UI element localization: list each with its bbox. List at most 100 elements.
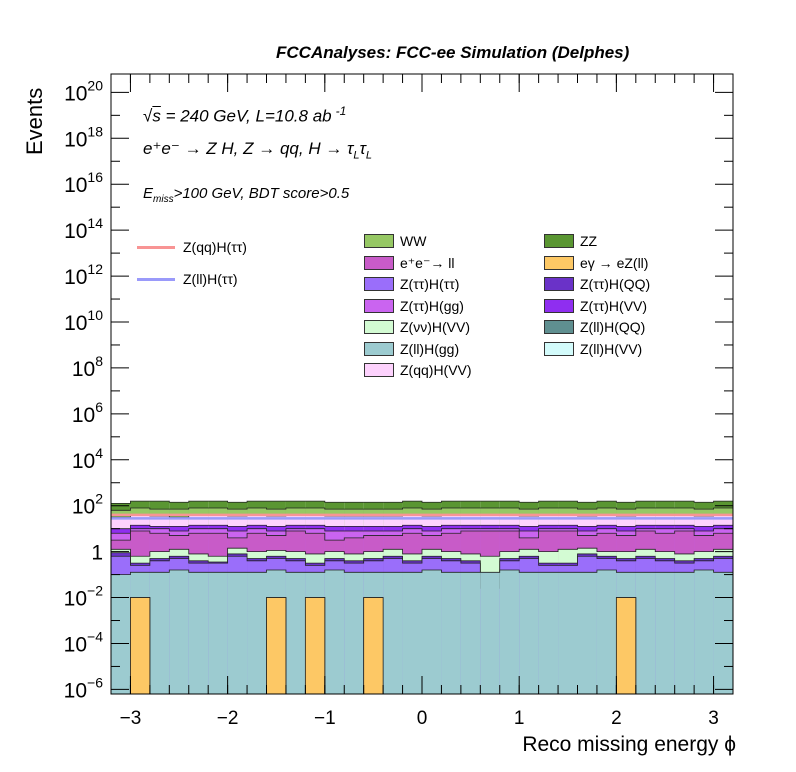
histogram-bin [208, 572, 228, 694]
process-text: e⁺e⁻ → Z H, Z → qq, H → τ [143, 139, 354, 158]
histogram-bin [596, 570, 617, 694]
histogram-bin [188, 572, 209, 694]
legend-label: Z(ττ)H(ττ) [400, 276, 460, 292]
y-tick-label: 1014 [64, 215, 103, 243]
energy-lumi-text: = 240 GeV, L=10.8 ab [160, 106, 332, 126]
legend-swatch [364, 363, 394, 377]
histogram-bin [519, 572, 539, 694]
legend-item: Z(ll)H(QQ) [544, 319, 645, 335]
histogram-bin [149, 572, 170, 694]
plot-title: FCCAnalyses: FCC-ee Simulation (Delphes) [276, 43, 630, 62]
legend-item: ZZ [544, 233, 597, 249]
selection-annotation: Emiss>100 GeV, BDT score>0.5 [143, 185, 349, 205]
histogram-bin [460, 572, 481, 694]
legend-swatch [364, 256, 394, 270]
histogram-bin [247, 572, 267, 694]
histogram-bin [480, 572, 500, 694]
histogram-bin [577, 572, 597, 694]
legend-label: Z(ττ)H(QQ) [580, 276, 651, 292]
legend-label: Z(ττ)H(gg) [400, 297, 464, 314]
legend-swatch [544, 320, 574, 334]
legend-label: WW [400, 233, 427, 249]
x-tick-label: −3 [120, 708, 142, 729]
x-tick-label: −1 [314, 708, 336, 729]
histogram-bin [694, 570, 714, 694]
y-tick-label: 106 [72, 399, 103, 427]
legend-swatch [364, 341, 394, 356]
tau2-subscript: L [365, 149, 373, 162]
y-tick-label: 104 [72, 445, 103, 473]
egamma-bin [304, 597, 326, 695]
x-axis-label: Reco missing energy ϕ [522, 733, 736, 756]
energy-lumi-annotation: √s = 240 GeV, L=10.8 ab -1 [143, 104, 346, 127]
legend-item: Z(qq)H(VV) [364, 362, 472, 378]
y-tick-label: 1010 [64, 307, 103, 335]
histogram-bin [635, 572, 656, 694]
y-tick-label: 1018 [64, 123, 103, 151]
stack-outline [111, 524, 733, 530]
legend-swatch [544, 234, 574, 248]
legend-swatch [544, 341, 574, 356]
process-annotation: e⁺e⁻ → Z H, Z → qq, H → τLτL [143, 139, 372, 161]
legend-signal-qq: Z(qq)H(ττ) [137, 239, 247, 255]
histogram-bin [227, 572, 248, 694]
legend-label: ZZ [580, 233, 598, 249]
legend-label: Z(ll)H(VV) [580, 340, 643, 357]
x-tick-label: 3 [708, 708, 719, 729]
legend-line-qq [137, 245, 175, 249]
legend-signal-ll: Z(ll)H(ττ) [137, 271, 238, 287]
legend-label: Z(qq)H(VV) [400, 362, 472, 378]
legend-item: Z(νν)H(VV) [364, 319, 470, 335]
histogram-bin [674, 572, 695, 694]
histogram-bin [111, 574, 131, 694]
y-tick-label: 102 [72, 491, 103, 519]
tau2-symbol: τ [359, 139, 366, 158]
legend-item: Z(ll)H(gg) [364, 341, 459, 357]
legend-item: Z(ττ)H(VV) [544, 298, 647, 314]
stack-outline [111, 507, 733, 511]
legend-item: WW [364, 233, 426, 249]
legend-swatch [544, 277, 574, 291]
x-tick-label: −2 [217, 708, 239, 729]
emiss-subscript: miss [153, 194, 174, 205]
legend-label: Z(ll)H(gg) [400, 340, 460, 357]
egamma-bin [615, 597, 637, 695]
legend-item: Z(ll)H(VV) [544, 341, 642, 357]
histogram-bin [324, 570, 345, 694]
legend-swatch [544, 255, 574, 270]
stack-layer-Z(ll)H(gg) [111, 569, 733, 694]
emiss-symbol: E [143, 185, 154, 202]
egamma-bin [266, 597, 287, 695]
lumi-exponent: -1 [335, 104, 347, 118]
sqrt-s: s [152, 106, 161, 126]
legend-label: Z(ττ)H(VV) [580, 297, 648, 314]
histogram-bin [402, 572, 422, 694]
stack-outline [111, 528, 733, 534]
histogram-bin [422, 570, 442, 694]
egamma-bin [130, 597, 151, 695]
legend-swatch [364, 320, 394, 334]
legend-label: Z(νν)H(VV) [400, 319, 470, 335]
y-tick-label: 1012 [64, 261, 103, 289]
y-tick-label: 10−4 [64, 628, 104, 656]
y-tick-label: 10−2 [64, 583, 104, 611]
legend-item: Z(ττ)H(QQ) [544, 276, 650, 292]
y-tick-label: 108 [72, 353, 103, 381]
legend-item: eγ → eZ(ll) [544, 255, 648, 271]
legend-item: e⁺e⁻→ ll [364, 255, 454, 272]
legend-swatch [544, 298, 574, 313]
legend-swatch [364, 234, 394, 248]
stack-outline [111, 547, 733, 557]
histogram-bin [499, 570, 520, 694]
x-tick-label: 1 [514, 708, 525, 729]
histogram-bin [655, 572, 675, 694]
legend-label: eγ → eZ(ll) [580, 254, 649, 271]
legend-label: Z(qq)H(ττ) [183, 239, 247, 255]
legend-item: Z(ττ)H(gg) [364, 298, 464, 314]
legend-item: Z(ττ)H(ττ) [364, 276, 459, 292]
x-tick-label: 0 [417, 708, 428, 729]
histogram-bin [713, 572, 733, 694]
egamma-bin [363, 597, 384, 695]
histogram-bin [558, 572, 578, 694]
